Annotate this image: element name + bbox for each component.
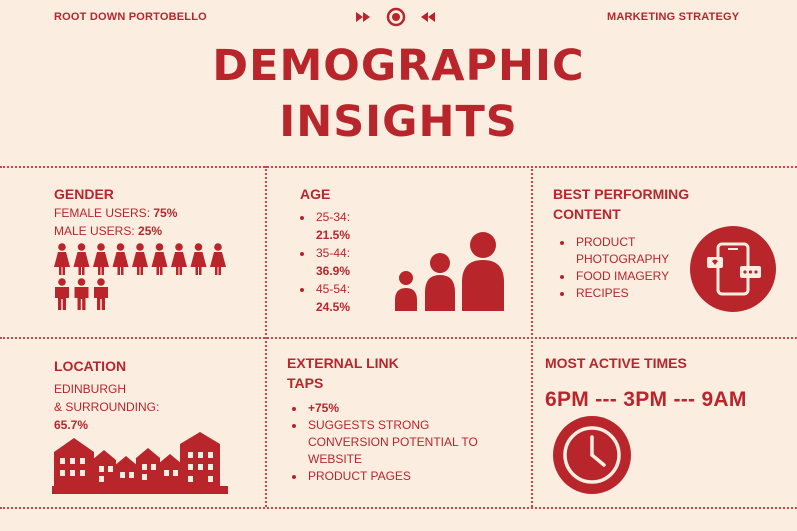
location-line1: EDINBURGH [54,382,127,396]
female-person-icon [132,243,148,275]
divider-top [0,166,797,168]
male-person-icon [55,278,69,310]
content-heading-line2: CONTENT [553,206,621,222]
list-item: 25-34:21.5% [314,208,400,244]
location-value: 65.7% [54,418,89,432]
taps-heading-line1: EXTERNAL LINK [287,355,399,371]
female-person-icon [190,243,207,275]
male-person-icon [74,278,89,310]
header-tag: MARKETING STRATEGY [607,11,740,23]
male-users-line: MALE USERS: 25% [54,224,163,238]
female-person-icon [151,243,168,275]
female-person-icon [171,243,187,275]
media-controls [356,7,435,27]
location-heading: LOCATION [54,358,127,374]
city-houses-icon [52,432,228,494]
gender-heading: GENDER [54,186,114,202]
list-item: 45-54:24.5% [314,280,400,316]
female-users-value: 75% [153,206,178,220]
rewind-icon [421,12,435,22]
list-item: PRODUCT PHOTOGRAPHY [574,234,704,268]
phone-social-icon [690,226,776,312]
taps-panel: EXTERNAL LINK TAPS [287,353,487,393]
divider-middle [0,337,797,339]
age-panel: AGE 25-34:21.5% 35-44:36.9% 45-54:24.5% [300,184,400,316]
list-item: FOOD IMAGERY [574,268,704,285]
male-person-icon [94,278,108,310]
female-users-line: FEMALE USERS: 75% [54,206,178,220]
content-panel: BEST PERFORMING CONTENT [553,184,733,224]
age-list: 25-34:21.5% 35-44:36.9% 45-54:24.5% [300,208,400,316]
age-heading: AGE [300,186,331,202]
content-heading-line1: BEST PERFORMING [553,186,690,202]
active-times-heading: MOST ACTIVE TIMES [545,355,687,371]
male-users-value: 25% [138,224,163,238]
fast-forward-icon [356,12,370,22]
content-list: PRODUCT PHOTOGRAPHY FOOD IMAGERY RECIPES [560,234,704,302]
divider-col-1 [265,166,267,507]
age-people-icon [395,232,504,311]
list-item: +75% [306,400,491,417]
gender-people-icons [54,243,226,310]
taps-list: +75% SUGGESTS STRONG CONVERSION POTENTIA… [292,400,491,485]
divider-col-2 [531,166,533,507]
record-icon [386,7,406,27]
gender-panel: GENDER FEMALE USERS: 75% MALE USERS: 25% [54,184,254,240]
active-times-value: 6PM --- 3PM --- 9AM [545,388,747,411]
location-panel: LOCATION EDINBURGH & SURROUNDING: 65.7% [54,356,254,434]
list-item: SUGGESTS STRONG CONVERSION POTENTIAL TO … [306,417,491,468]
female-person-icon [93,243,109,275]
list-item: RECIPES [574,285,704,302]
taps-heading-line2: TAPS [287,375,324,391]
list-item: 35-44:36.9% [314,244,400,280]
female-person-icon [73,243,90,275]
location-line2: & SURROUNDING: [54,400,160,414]
brand-name: ROOT DOWN PORTOBELLO [54,11,207,23]
clock-icon [553,416,631,494]
female-person-icon [210,243,226,275]
divider-bottom [0,507,797,509]
page-title-line2: INSIGHTS [279,97,518,147]
page-title-line1: DEMOGRAPHIC [212,41,585,91]
female-person-icon [54,243,70,275]
female-person-icon [112,243,129,275]
list-item: PRODUCT PAGES [306,468,491,485]
